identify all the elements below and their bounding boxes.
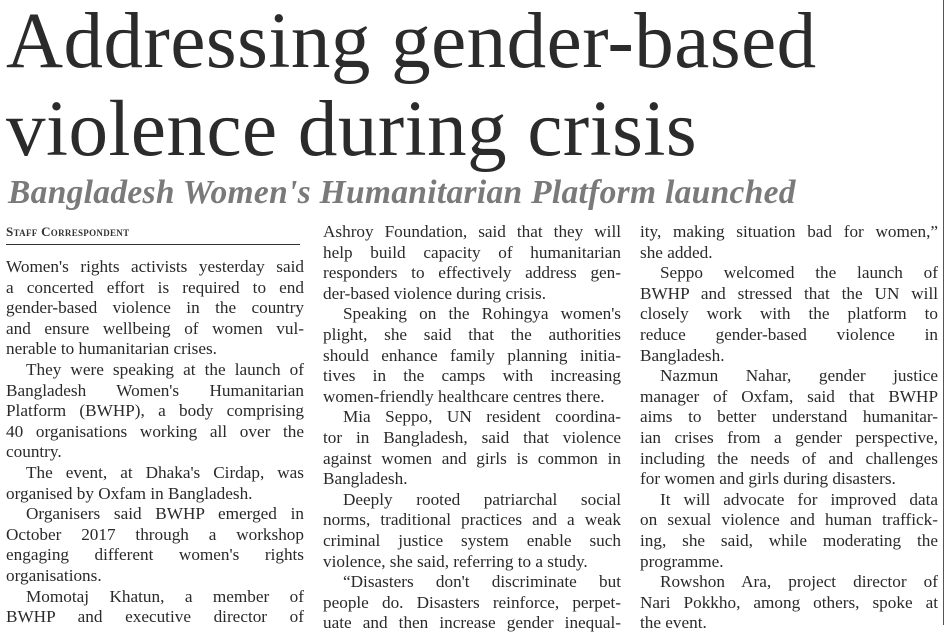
byline: Staff Correspondent bbox=[6, 224, 130, 239]
text-line: programme. bbox=[640, 551, 724, 571]
text-line: tor in Bangladesh, said that violence bbox=[323, 427, 621, 447]
text-line: Speaking on the Rohingya women's bbox=[343, 304, 621, 324]
article-column-3: ity, making situation bad for women,” she… bbox=[640, 222, 938, 634]
text-line: against women and girls is common in bbox=[323, 448, 621, 468]
text-line: reduce gender-based violence in bbox=[640, 324, 938, 344]
paragraph: Mia Seppo, UN resident coordina-tor in B… bbox=[323, 407, 621, 489]
paragraph: ity, making situation bad for women,” she… bbox=[640, 222, 938, 263]
text-line: BWHP and stressed that the UN will bbox=[640, 283, 938, 303]
text-line: norms, traditional practices and a weak bbox=[323, 510, 621, 530]
article-column-1: Women's rights activists yesterday said a… bbox=[6, 257, 304, 628]
byline-rule bbox=[6, 244, 300, 245]
text-line: Ashroy Foundation, said that they will bbox=[323, 222, 621, 241]
text-line: 40 organisations working all over the bbox=[6, 421, 304, 441]
text-line: Bangladesh. bbox=[323, 469, 408, 489]
text-line: the event. bbox=[640, 613, 707, 633]
paragraph: They were speaking at the launch of Bangl… bbox=[6, 360, 304, 463]
paragraph: Organisers said BWHP emerged in October 2… bbox=[6, 504, 304, 586]
text-line: country. bbox=[6, 442, 62, 462]
text-line: Deeply rooted patriarchal social bbox=[343, 489, 621, 509]
text-line: aims to better understand humanitar- bbox=[640, 407, 938, 427]
text-line: “Disasters don't discriminate but bbox=[343, 572, 621, 592]
text-line: The event, at Dhaka's Cirdap, was bbox=[26, 462, 304, 482]
text-line: organisations. bbox=[6, 565, 102, 585]
text-line: der-based violence during crisis. bbox=[323, 283, 547, 303]
text-line: on sexual violence and human traffick- bbox=[640, 510, 938, 530]
text-line: women-friendly healthcare centres there. bbox=[323, 386, 605, 406]
text-line: and ensure wellbeing of women vul- bbox=[6, 318, 304, 338]
text-line: Seppo welcomed the launch of bbox=[660, 263, 938, 283]
text-line: plight, she said that the authorities bbox=[323, 324, 621, 344]
subheadline: Bangladesh Women's Humanitarian Platform… bbox=[8, 174, 796, 211]
text-line: Nari Pokkho, among others, spoke at bbox=[640, 592, 938, 612]
text-line: for women and girls during disasters. bbox=[640, 469, 896, 489]
text-line: help build capacity of humanitarian bbox=[323, 242, 621, 262]
text-line: manager of Oxfam, said that BWHP bbox=[640, 386, 938, 406]
paragraph: Nazmun Nahar, gender justice manager of O… bbox=[640, 366, 938, 490]
text-line: Rowshon Ara, project director of bbox=[660, 572, 938, 592]
text-line: she added. bbox=[640, 242, 713, 262]
paragraph: Seppo welcomed the launch of BWHP and str… bbox=[640, 263, 938, 366]
paragraph: Rowshon Ara, project director of Nari Pok… bbox=[640, 572, 938, 634]
text-line: people do. Disasters reinforce, perpet- bbox=[323, 592, 621, 612]
text-line: including the needs of and challenges bbox=[640, 448, 938, 468]
text-line: nerable to humanitarian crises. bbox=[6, 339, 217, 359]
headline-line-2: violence during crisis bbox=[6, 86, 698, 173]
text-line: Bangladesh Women's Humanitarian bbox=[6, 380, 304, 400]
text-line: Platform (BWHP), a body comprising bbox=[6, 401, 304, 421]
text-line: violence, she said, referring to a study… bbox=[323, 551, 588, 571]
text-line: Organisers said BWHP emerged in bbox=[26, 504, 304, 524]
paragraph: Momotaj Khatun, a member of BWHP and exec… bbox=[6, 587, 304, 628]
text-line: tives in the camps with increasing bbox=[323, 366, 621, 386]
text-line: engaging different women's rights bbox=[6, 545, 304, 565]
paragraph: Ashroy Foundation, said that they will he… bbox=[323, 222, 621, 304]
column-divider bbox=[943, 0, 944, 625]
text-line: ing, she said, while moderating the bbox=[640, 530, 938, 550]
text-line: Nazmun Nahar, gender justice bbox=[660, 366, 938, 386]
text-line: Mia Seppo, UN resident coordina- bbox=[343, 407, 621, 427]
text-line: ian crises from a gender perspective, bbox=[640, 427, 938, 447]
text-line: should enhance family planning initia- bbox=[323, 345, 621, 365]
paragraph: Women's rights activists yesterday said a… bbox=[6, 257, 304, 360]
text-line: October 2017 through a workshop bbox=[6, 524, 304, 544]
text-line: a concerted effort is required to end bbox=[6, 277, 304, 297]
text-line: ity, making situation bad for women,” bbox=[640, 222, 938, 241]
text-line: Women's rights activists yesterday said bbox=[6, 257, 304, 276]
text-line: criminal justice system enable such bbox=[323, 530, 621, 550]
text-line: It will advocate for improved data bbox=[660, 489, 938, 509]
text-line: organised by Oxfam in Bangladesh. bbox=[6, 483, 253, 503]
text-line: Bangladesh. bbox=[640, 345, 725, 365]
paragraph: It will advocate for improved data on sex… bbox=[640, 490, 938, 572]
text-line: uate and then increase gender inequal- bbox=[323, 613, 621, 633]
paragraph: “Disasters don't discriminate but people … bbox=[323, 572, 621, 634]
paragraph: Speaking on the Rohingya women's plight, … bbox=[323, 304, 621, 407]
article-column-2: Ashroy Foundation, said that they will he… bbox=[323, 222, 621, 634]
text-line: BWHP and executive director of bbox=[6, 607, 304, 627]
paragraph: The event, at Dhaka's Cirdap, was organis… bbox=[6, 463, 304, 504]
text-line: responders to effectively address gen- bbox=[323, 263, 621, 283]
text-line: They were speaking at the launch of bbox=[26, 359, 304, 379]
text-line: gender-based violence in the country bbox=[6, 298, 304, 318]
headline-line-1: Addressing gender-based bbox=[6, 0, 817, 85]
paragraph: Deeply rooted patriarchal social norms, t… bbox=[323, 490, 621, 572]
text-line: Momotaj Khatun, a member of bbox=[26, 586, 304, 606]
text-line: closely work with the platform to bbox=[640, 304, 938, 324]
